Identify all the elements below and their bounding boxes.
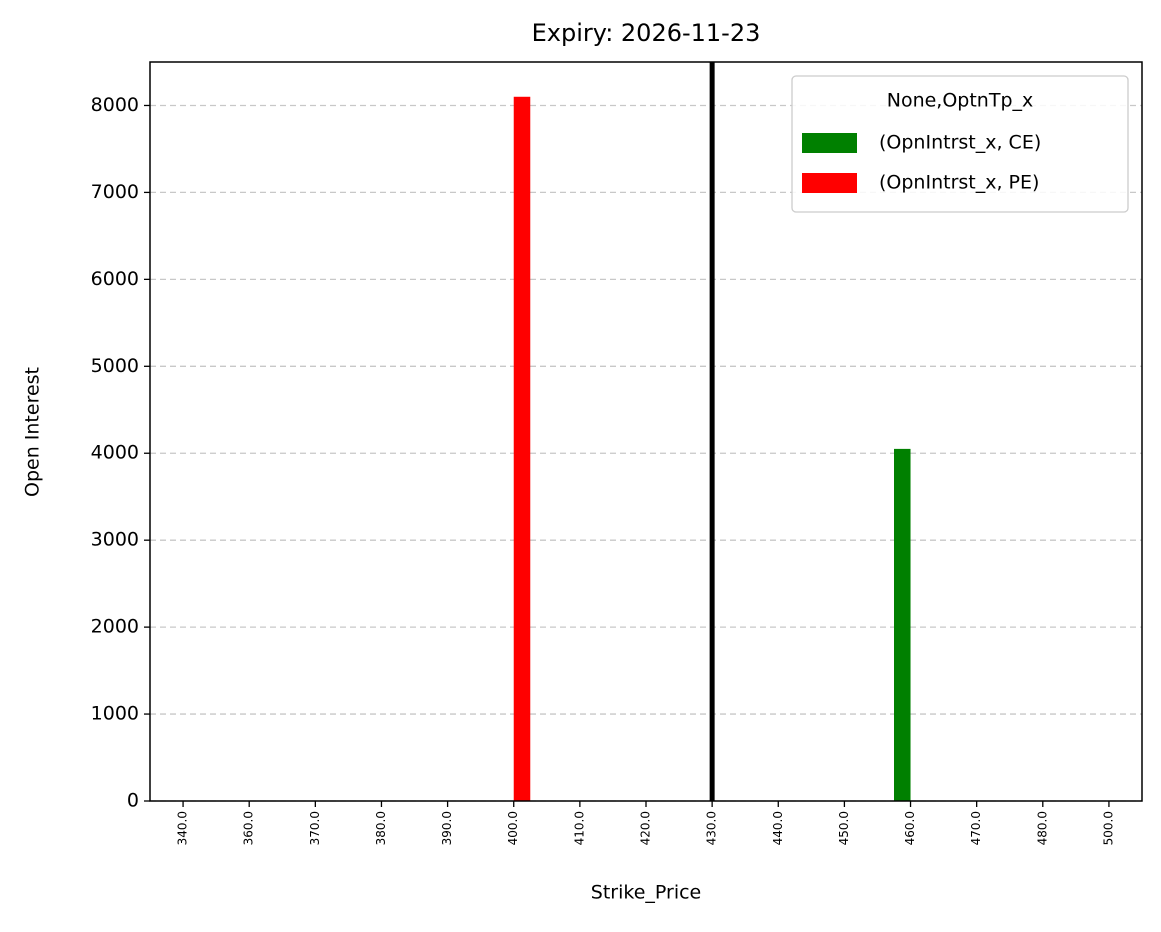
x-tick-label: 380.0 <box>374 811 388 845</box>
legend-swatch <box>802 133 857 153</box>
x-tick-label: 500.0 <box>1101 811 1115 845</box>
x-tick-label: 430.0 <box>705 811 719 845</box>
x-tick-label: 480.0 <box>1035 811 1049 845</box>
y-tick-label: 2000 <box>91 616 139 638</box>
y-tick-label: 5000 <box>91 355 139 377</box>
bar <box>894 448 911 801</box>
x-tick-label: 400.0 <box>506 811 520 845</box>
x-tick-label: 370.0 <box>308 811 322 845</box>
y-tick-label: 8000 <box>91 94 139 116</box>
x-tick-label: 470.0 <box>969 811 983 845</box>
y-axis-label: Open Interest <box>22 367 44 497</box>
y-tick-label: 0 <box>127 790 139 812</box>
x-tick-label: 440.0 <box>771 811 785 845</box>
y-tick-label: 1000 <box>91 703 139 725</box>
chart-title: Expiry: 2026-11-23 <box>532 19 761 47</box>
y-tick-label: 4000 <box>91 442 139 464</box>
y-tick-label: 3000 <box>91 529 139 551</box>
x-tick-label: 360.0 <box>242 811 256 845</box>
legend-label: (OpnIntrst_x, PE) <box>879 172 1039 194</box>
x-tick-label: 450.0 <box>837 811 851 845</box>
x-axis-label: Strike_Price <box>591 882 701 904</box>
x-tick-label: 410.0 <box>572 811 586 845</box>
bar <box>513 96 531 801</box>
legend-swatch <box>802 173 857 193</box>
plot-frame <box>149 61 1143 802</box>
legend-box <box>791 75 1129 213</box>
x-tick-label: 420.0 <box>639 811 653 845</box>
legend-title: None,OptnTp_x <box>887 90 1034 112</box>
x-tick-label: 460.0 <box>903 811 917 845</box>
x-tick-label: 340.0 <box>176 811 190 845</box>
x-tick-label: 390.0 <box>440 811 454 845</box>
legend-label: (OpnIntrst_x, CE) <box>879 132 1041 154</box>
y-tick-label: 6000 <box>91 268 139 290</box>
y-tick-label: 7000 <box>91 181 139 203</box>
